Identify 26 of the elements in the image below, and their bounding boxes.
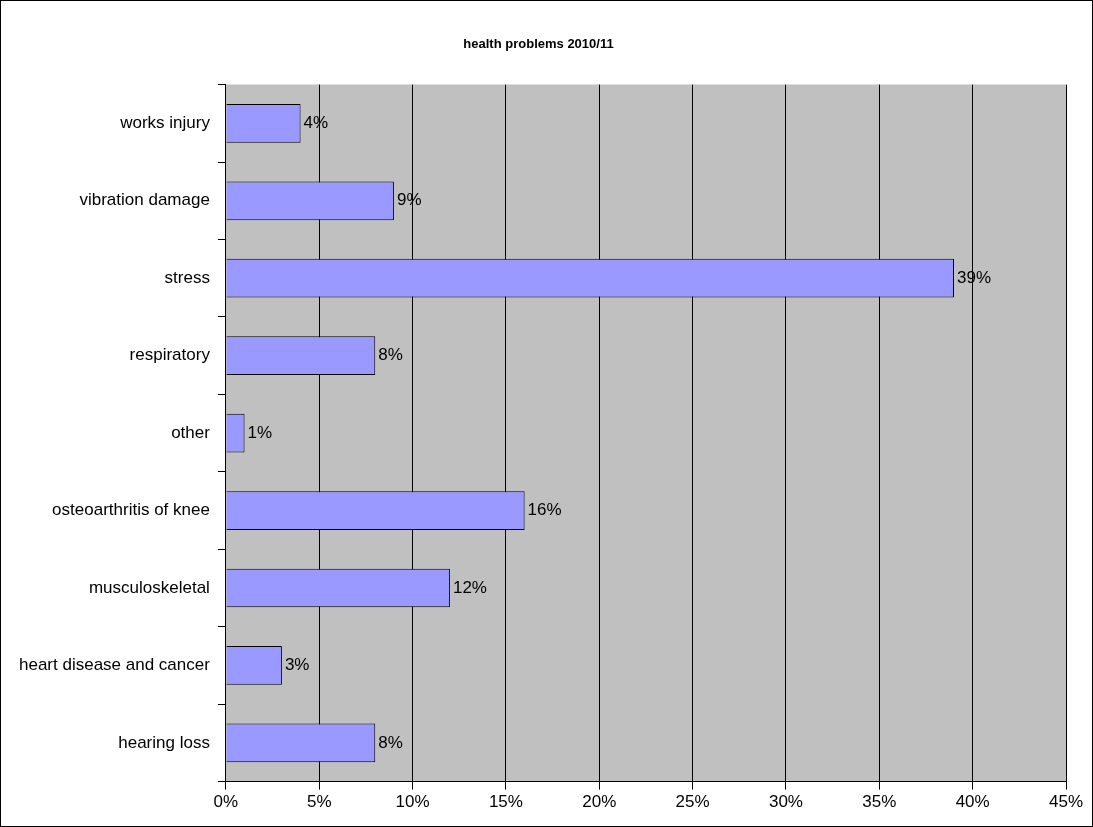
- y-tick-label: hearing loss: [118, 732, 210, 752]
- y-tick-label: vibration damage: [79, 190, 210, 210]
- x-tick-label: 20%: [582, 792, 617, 812]
- y-tick-label: respiratory: [129, 345, 211, 365]
- y-tick-label: osteoarthritis of knee: [52, 500, 210, 520]
- x-tick-label: 30%: [768, 792, 803, 812]
- data-label: 8%: [378, 732, 403, 752]
- y-tick-label: heart disease and cancer: [19, 655, 211, 675]
- x-tick-label: 35%: [862, 792, 897, 812]
- data-label: 16%: [527, 500, 562, 520]
- x-tick-label: 5%: [306, 792, 332, 812]
- data-label: 12%: [452, 577, 487, 597]
- x-tick-label: 45%: [1048, 792, 1084, 812]
- x-tick-label: 0%: [213, 792, 239, 812]
- data-label: 8%: [378, 345, 403, 365]
- x-tick-label: 10%: [395, 792, 430, 812]
- y-tick-label: musculoskeletal: [88, 577, 210, 597]
- data-label: 3%: [284, 655, 310, 675]
- chart-title: health problems 2010/11: [463, 36, 614, 52]
- x-tick-label: 40%: [955, 792, 990, 812]
- x-tick-label: 15%: [488, 792, 523, 812]
- data-label: 1%: [247, 422, 273, 442]
- x-tick-label: 25%: [675, 792, 710, 812]
- y-tick-label: works injury: [119, 113, 211, 133]
- y-tick-label: stress: [164, 267, 210, 287]
- y-tick-label: other: [171, 422, 211, 442]
